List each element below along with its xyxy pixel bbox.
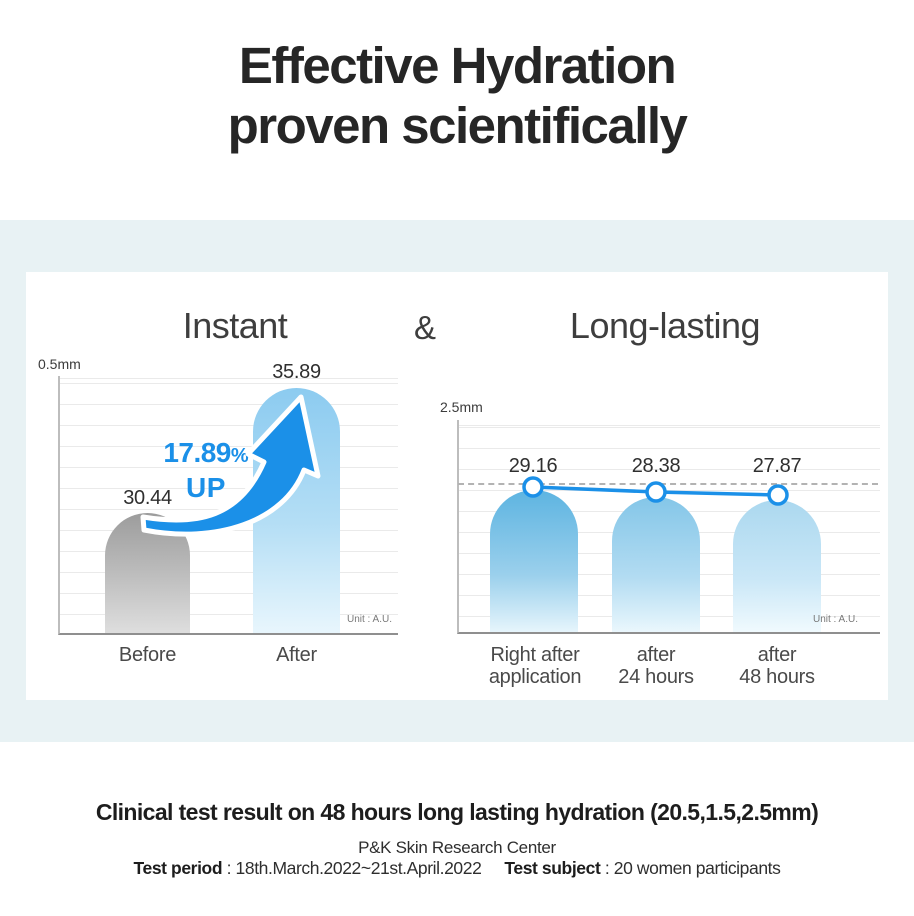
marker-point-3 [767, 484, 789, 506]
bar-after-24h-label: after 24 hours [581, 644, 731, 688]
marker-point-1 [522, 476, 544, 498]
page-title-line1: Effective Hydration [238, 37, 677, 94]
long-lasting-unit-label: Unit : A.U. [812, 614, 858, 625]
bar-after-24h-label-line2: 24 hours [618, 666, 694, 688]
bar-after-48h-label-line2: 48 hours [739, 666, 815, 688]
long-lasting-chart-title: Long-lasting [569, 305, 761, 346]
increase-arrow-icon [140, 394, 321, 537]
bar-after-48h-label-line1: after [757, 644, 797, 666]
trend-line [522, 476, 789, 506]
bar-after-value: 35.89 [272, 361, 321, 383]
bar-right-after-value: 29.16 [508, 455, 558, 477]
reference-dashed-line [458, 483, 878, 485]
test-period-label: Test period [133, 858, 223, 878]
bar-after-label: After [276, 644, 317, 666]
long-lasting-y-axis-label: 2.5mm [440, 399, 483, 415]
test-subject-value: : 20 women participants [604, 858, 781, 878]
footer-test-details: Test period : 18th.March.2022~21st.April… [0, 858, 914, 879]
bar-before-value: 30.44 [123, 487, 172, 509]
increase-up-text: UP [186, 472, 226, 503]
ampersand-text: & [413, 309, 436, 346]
bar-after-24h-value: 28.38 [631, 455, 681, 477]
test-period-value: : 18th.March.2022~21st.April.2022 [226, 858, 482, 878]
marker-point-2 [645, 481, 667, 503]
bar-after-24h [612, 497, 700, 632]
bar-after-48h [733, 500, 821, 632]
test-subject-label: Test subject [504, 858, 601, 878]
bar-after-24h-label-line1: after [636, 644, 676, 666]
bar-after-48h-value: 27.87 [752, 455, 802, 477]
bar-right-after-label-line1: Right after [490, 644, 580, 666]
page-title: Effective Hydration proven scientificall… [0, 36, 914, 156]
instant-chart-title: Instant [182, 305, 288, 346]
instant-y-axis-label: 0.5mm [38, 356, 81, 372]
footer-headline: Clinical test result on 48 hours long la… [95, 799, 819, 825]
bar-right-after [490, 490, 578, 632]
bar-right-after-label: Right after application [460, 644, 610, 688]
bar-after-48h-label: after 48 hours [702, 644, 852, 688]
instant-unit-label: Unit : A.U. [346, 614, 392, 625]
bar-before-label: Before [118, 644, 177, 666]
page-title-line2: proven scientifically [227, 97, 688, 154]
increase-percentage: 17.89% [163, 437, 249, 468]
increase-annotation: 17.89% UP [146, 438, 266, 503]
footer-organization: P&K Skin Research Center [358, 838, 556, 857]
bar-right-after-label-line2: application [488, 666, 582, 688]
